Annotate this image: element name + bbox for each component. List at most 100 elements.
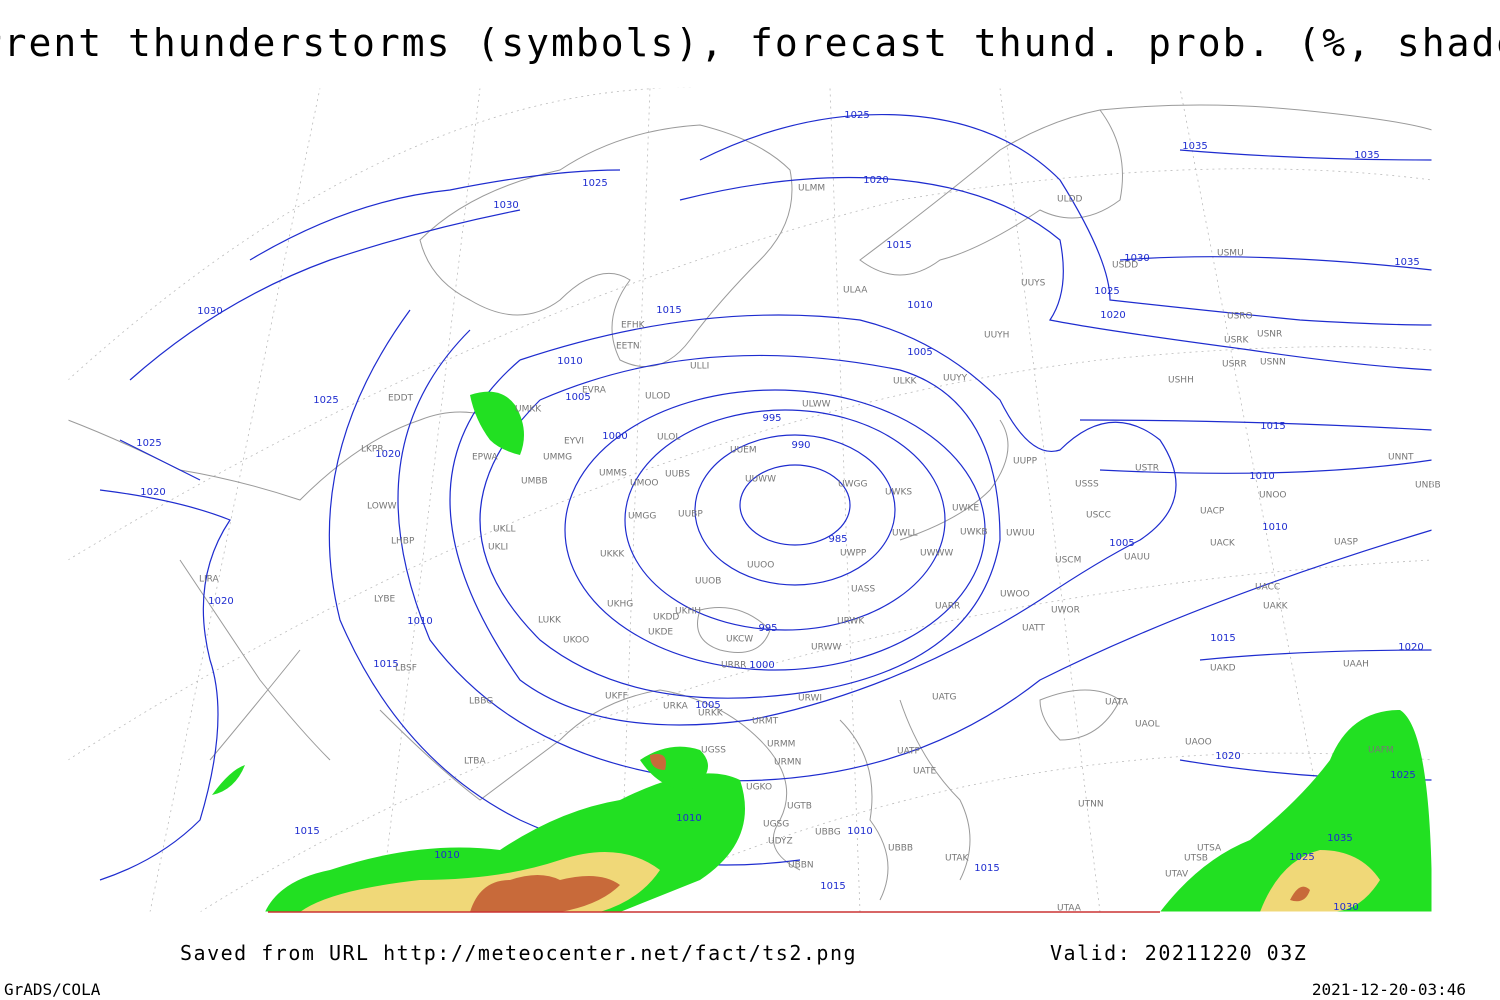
isobar-label: 1030 [1124,253,1149,264]
station-label: UTAK [945,854,970,864]
map-title: Current thunderstorms (symbols), forecas… [0,21,1500,65]
station-label: UMGG [628,512,656,522]
station-label: UWLL [892,529,918,539]
station-label: UACP [1200,507,1225,517]
station-label: USRK [1224,336,1250,346]
station-label: URMN [774,758,801,768]
isobar-label: 1025 [582,178,607,189]
station-label: UASS [851,585,875,595]
station-label: USRR [1222,360,1247,370]
station-label: UWPP [840,549,867,559]
station-label: UAUU [1124,553,1150,563]
isobar-label: 1035 [1354,150,1379,161]
isobar-label: 1030 [197,306,222,317]
station-label: USSS [1075,480,1099,490]
station-label: LTBA [464,757,486,767]
station-label: UAKD [1210,664,1236,674]
station-label: URRR [721,661,746,671]
station-label: UWOO [1000,590,1030,600]
station-label: ULMM [798,184,825,194]
station-label: URWW [811,643,841,653]
station-label: UATA [1105,698,1129,708]
isobar-label: 1005 [565,392,590,403]
station-label: UKOO [563,636,589,646]
isobar-label: 1010 [1249,471,1274,482]
isobar-label: 1025 [1289,852,1314,863]
isobar-label: 1020 [863,175,888,186]
station-label: USNR [1257,330,1282,340]
station-label: ULLI [690,362,709,372]
station-label: UKHG [607,600,633,610]
station-label: LUKK [538,616,562,626]
station-label: UUBP [678,510,703,520]
isobar-label: 1005 [907,347,932,358]
station-label: USDD [1112,261,1138,271]
station-label: EETN [616,342,640,352]
isobar-label: 985 [828,534,847,545]
station-label: UUWW [745,475,776,485]
station-label: UTNN [1078,800,1104,810]
station-label: URWI [798,694,822,704]
station-label: URKK [698,709,724,719]
station-label: UAOL [1135,720,1160,730]
station-label: USNN [1260,358,1286,368]
station-label: UKLL [493,525,516,535]
isobar-label: 1010 [557,356,582,367]
station-label: UWUU [1006,529,1035,539]
source-url: Saved from URL http://meteocenter.net/fa… [180,941,857,965]
station-label: USRO [1227,312,1253,322]
isobar-label: 1015 [820,881,845,892]
station-label: LYBE [374,595,395,605]
station-label: USTR [1135,464,1159,474]
graticule [67,87,1433,913]
isobar-label: 1025 [136,438,161,449]
station-label: UATG [932,693,957,703]
station-label: UUPP [1013,457,1038,467]
station-label: UACK [1210,539,1236,549]
station-label: UKHH [675,607,701,617]
station-label: UATE [913,767,937,777]
station-label: UASP [1334,538,1358,548]
station-label: UKFF [605,692,628,702]
station-label: URKA [663,702,689,712]
station-label: UKCW [726,635,753,645]
station-label: UWKB [960,528,988,538]
isobar-label: 995 [758,623,777,634]
isobar-label: 1030 [493,200,518,211]
station-label: UBBG [815,828,841,838]
station-label: URMM [767,740,795,750]
station-label: ULWW [802,400,831,410]
station-label: ULDD [1057,195,1083,205]
station-label: ULOD [645,392,670,402]
station-label: UGSS [701,746,726,756]
station-label: UDYZ [768,837,793,847]
station-label: USMU [1217,249,1244,259]
isobar-label: 1015 [1260,421,1285,432]
station-label: UTAV [1165,870,1189,880]
isobar-label: 1020 [1100,310,1125,321]
isobars [99,113,1433,881]
station-label: USCC [1086,511,1111,521]
station-label: UMBB [521,477,548,487]
isobar-label: 1010 [847,826,872,837]
station-label: UGSG [763,820,789,830]
isobar-label: 1000 [602,431,627,442]
station-label: URWK [837,617,865,627]
station-label: UTSA [1197,844,1222,854]
station-label: EYVI [564,437,584,447]
isobar-label: 1020 [1398,642,1423,653]
thunderstorm-probability [212,391,1432,912]
isobar-label: 1020 [375,449,400,460]
station-label: UWWW [920,549,953,559]
station-label: UMOO [630,479,659,489]
station-label: UGTB [787,802,812,812]
station-label: UACC [1255,583,1280,593]
station-label: UUYH [984,331,1009,341]
timestamp: 2021-12-20-03:46 [1312,980,1466,999]
station-label: UGKO [746,783,772,793]
station-label: UKLI [488,543,508,553]
station-label: LBSF [395,664,417,674]
station-label: UNOO [1259,491,1287,501]
station-label: LOWW [367,502,397,512]
